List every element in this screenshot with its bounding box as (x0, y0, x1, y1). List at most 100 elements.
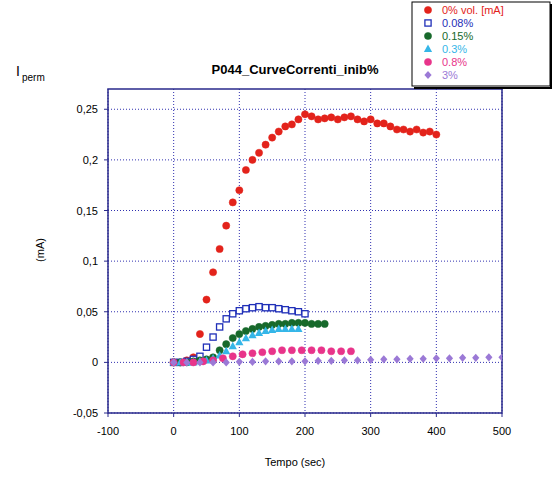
legend-shadow (414, 87, 552, 89)
tick-label-y: 0,25 (77, 103, 98, 115)
point (318, 347, 325, 354)
point (210, 334, 216, 340)
point (298, 347, 305, 354)
point (255, 329, 263, 337)
legend-marker (424, 58, 431, 65)
point (281, 325, 289, 333)
point (295, 116, 302, 123)
point (196, 330, 203, 337)
point (262, 141, 269, 148)
point (223, 316, 229, 322)
point (229, 199, 236, 206)
point (183, 358, 190, 366)
legend-label: 0.8% (442, 56, 467, 68)
point (308, 347, 315, 354)
point (315, 357, 322, 365)
point (338, 348, 345, 355)
tick-label-y: 0,15 (77, 205, 98, 217)
point (171, 359, 177, 365)
point (420, 355, 427, 363)
point (393, 355, 400, 363)
point (288, 357, 295, 365)
point (269, 134, 276, 141)
y-axis-unit: (mA) (34, 238, 46, 262)
point (380, 355, 387, 363)
point (236, 358, 243, 366)
plot-area (170, 111, 502, 367)
point (235, 338, 243, 346)
point (308, 113, 315, 120)
point (400, 126, 407, 133)
point (269, 305, 275, 311)
point (308, 320, 315, 327)
point (420, 129, 427, 136)
point (301, 357, 308, 365)
point (302, 311, 308, 317)
point (275, 325, 283, 333)
point (328, 357, 335, 365)
legend-label: 0% vol. [mA] (442, 4, 504, 16)
point (170, 359, 177, 366)
point (236, 308, 242, 314)
point (328, 114, 335, 121)
series (170, 111, 440, 366)
point (259, 349, 266, 356)
point (229, 353, 236, 360)
point (361, 118, 368, 125)
tick-label-y: 0,2 (83, 154, 98, 166)
point (301, 319, 308, 326)
x-axis-label: Tempo (sec) (265, 456, 326, 468)
series (170, 325, 303, 366)
series (170, 353, 502, 366)
point (347, 113, 354, 120)
legend-marker (424, 6, 431, 13)
legend-label: 0.08% (442, 17, 473, 29)
point (248, 331, 256, 339)
grid-line-x (370, 89, 371, 413)
point (170, 358, 178, 366)
point (288, 325, 296, 333)
point (380, 120, 387, 127)
tick-label-x: 300 (361, 425, 379, 437)
point (263, 305, 269, 311)
point (288, 121, 295, 128)
point (170, 358, 177, 366)
tick-label-x: 400 (427, 425, 445, 437)
point (223, 222, 230, 229)
tick-label-x: 200 (296, 425, 314, 437)
point (190, 359, 197, 366)
tick-label-x: 500 (493, 425, 511, 437)
background (0, 0, 553, 479)
grid-line-y (108, 261, 502, 262)
grid-line-y (108, 210, 502, 211)
point (282, 123, 289, 130)
point (301, 111, 308, 118)
point (255, 149, 262, 156)
legend-label: 0.3% (442, 43, 467, 55)
point (196, 358, 203, 366)
tick-label-x: 100 (230, 425, 248, 437)
y-axis-subscript: perm (22, 72, 45, 83)
tick-label-y: 0,1 (83, 255, 98, 267)
point (498, 353, 502, 361)
point (203, 296, 210, 303)
legend-marker (424, 71, 431, 79)
point (269, 348, 276, 355)
point (315, 320, 322, 327)
point (209, 269, 216, 276)
legend: 0% vol. [mA]0.08%0.15%0.3%0.8%3% (412, 2, 552, 88)
tick-label-y: 0 (92, 356, 98, 368)
point (278, 347, 285, 354)
point (387, 123, 394, 130)
title: P044_CurveCorrenti_inib% (212, 62, 379, 77)
point (216, 245, 223, 252)
chart: -1000100200300400500-0,0500,050,10,150,2… (0, 0, 553, 479)
point (406, 355, 413, 363)
legend-label: 3% (442, 69, 458, 81)
point (189, 358, 197, 366)
y-axis-symbol: I (16, 63, 20, 79)
point (276, 306, 282, 312)
point (341, 114, 348, 121)
point (222, 347, 230, 355)
point (236, 187, 243, 194)
